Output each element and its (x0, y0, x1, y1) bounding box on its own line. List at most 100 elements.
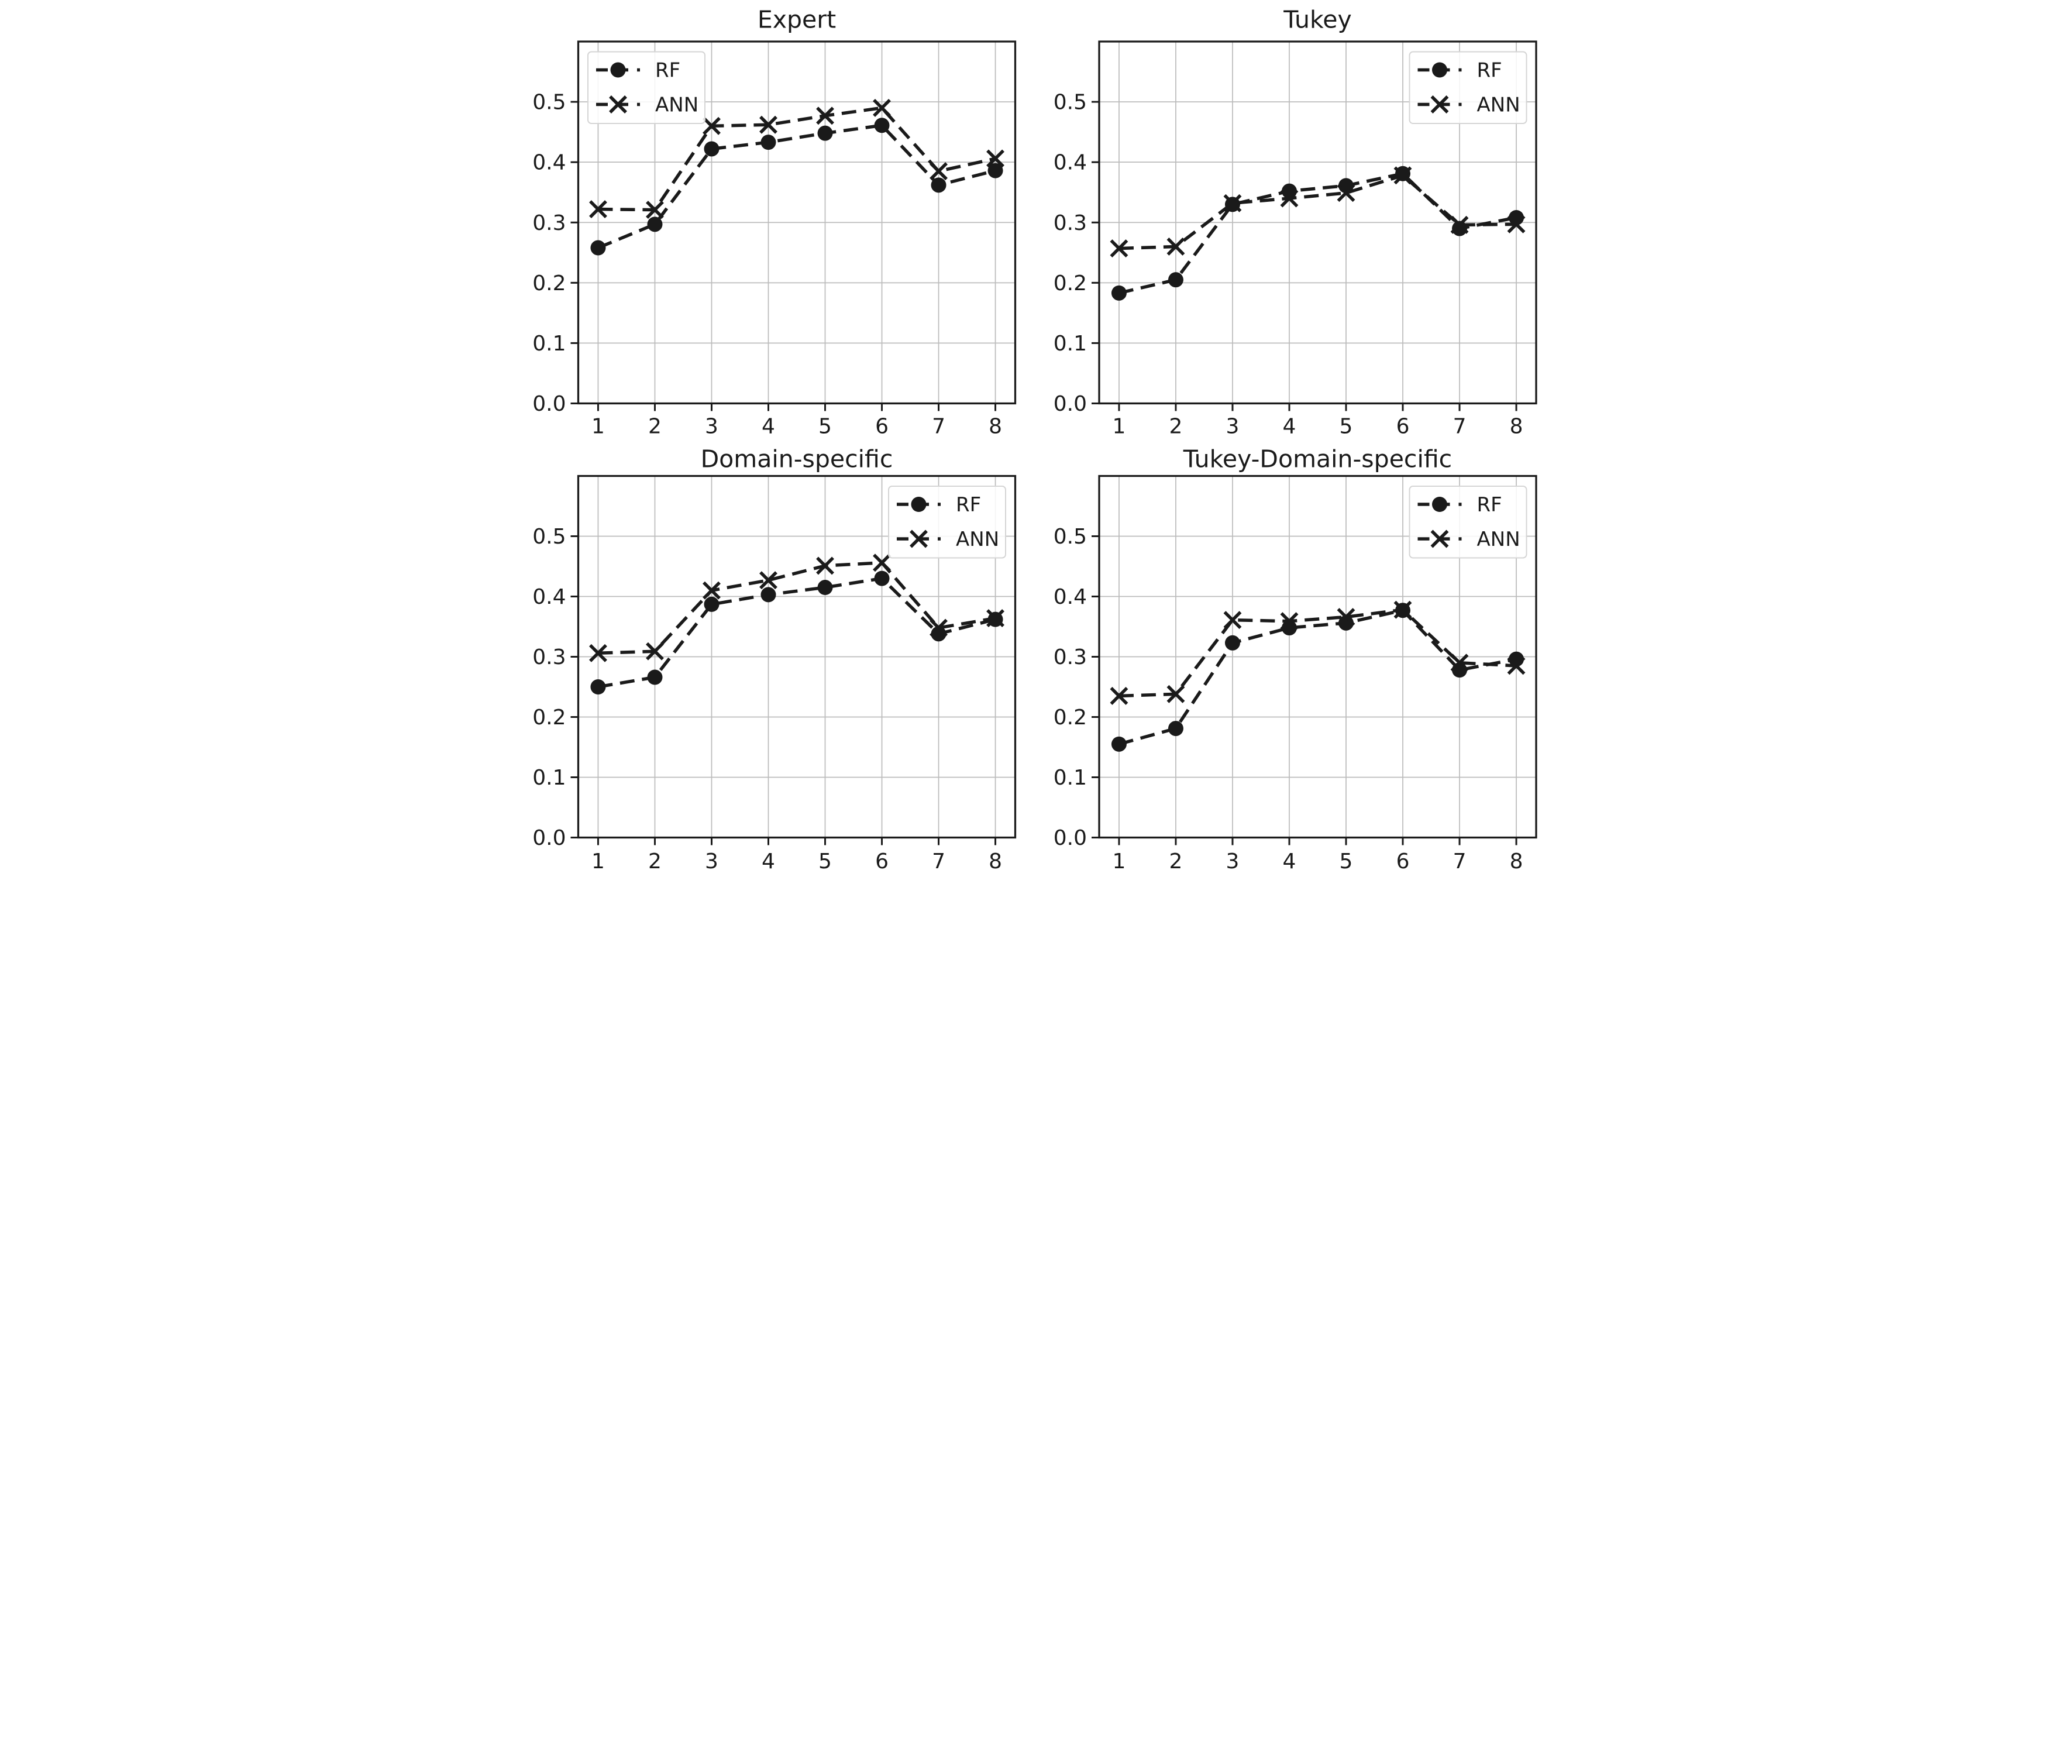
y-tick-label: 0.3 (532, 211, 566, 235)
x-tick-label: 8 (989, 850, 1002, 874)
x-tick-label: 5 (1339, 850, 1352, 874)
x-tick-label: 7 (932, 415, 945, 439)
legend-entry-rf: RF (1417, 493, 1502, 517)
y-tick-label: 0.5 (532, 91, 566, 115)
x-tick-label: 2 (1169, 415, 1182, 439)
marker-circle-icon (817, 580, 833, 596)
marker-circle-icon (610, 62, 625, 78)
marker-x-icon (1507, 215, 1525, 233)
marker-circle-icon (911, 497, 926, 512)
legend-label: RF (655, 59, 680, 82)
y-tick-label: 0.1 (1053, 332, 1086, 356)
legend-entry-ann: ANN (1417, 528, 1520, 551)
y-tick-label: 0.4 (1053, 151, 1086, 175)
x-tick-label: 3 (1226, 415, 1239, 439)
series-line-ann (597, 561, 996, 655)
x-tick-label: 5 (818, 415, 832, 439)
legend-label: RF (1476, 59, 1502, 82)
x-tick-label: 2 (1169, 850, 1182, 874)
series-line-rf (1118, 608, 1517, 746)
y-tick-label: 0.3 (1053, 211, 1086, 235)
y-tick-label: 0.2 (1053, 706, 1086, 730)
marker-circle-icon (646, 216, 662, 232)
marker-x-icon (909, 529, 928, 548)
legend-entry-rf: RF (896, 493, 981, 517)
y-tick-label: 0.1 (532, 766, 566, 790)
y-tick-label: 0.5 (532, 525, 566, 549)
marker-x-icon (588, 644, 607, 662)
marker-circle-icon (1168, 272, 1183, 288)
x-tick-label: 2 (648, 415, 662, 439)
y-tick-label: 0.4 (532, 151, 566, 175)
marker-x-icon (1337, 608, 1355, 626)
chart-title: Expert (757, 6, 835, 34)
marker-circle-icon (1168, 721, 1183, 737)
legend-label: ANN (655, 94, 698, 117)
marker-circle-icon (874, 118, 890, 133)
marker-circle-icon (931, 177, 946, 193)
figure-svg: 1 2 3 4 5 6 7 8 0.0 0.1 0.2 0.3 0.4 0.5 Expert RF ANN 1 2 3… (518, 0, 1554, 882)
y-tick-label: 0.2 (532, 706, 566, 730)
x-tick-label: 4 (762, 850, 775, 874)
marker-x-icon (1450, 215, 1468, 234)
y-tick-label: 0.0 (1053, 392, 1086, 416)
marker-x-icon (1450, 654, 1468, 672)
marker-x-icon (1110, 687, 1128, 705)
x-tick-label: 1 (1112, 415, 1126, 439)
x-tick-label: 7 (1453, 850, 1466, 874)
y-tick-label: 0.5 (1053, 91, 1086, 115)
y-tick-label: 0.0 (532, 392, 566, 416)
legend-label: ANN (1476, 94, 1520, 117)
x-tick-label: 6 (1396, 415, 1409, 439)
marker-circle-icon (590, 679, 605, 694)
marker-circle-icon (1431, 62, 1447, 78)
legend: RF ANN (1409, 486, 1527, 559)
marker-circle-icon (1431, 497, 1447, 512)
legend-label: ANN (1476, 528, 1520, 551)
marker-x-icon (1223, 611, 1241, 630)
series-line-rf (597, 576, 996, 689)
marker-circle-icon (817, 125, 833, 141)
marker-circle-icon (590, 240, 605, 256)
series-line-rf (1118, 171, 1517, 295)
x-tick-label: 3 (1226, 850, 1239, 874)
marker-x-icon (1223, 194, 1241, 212)
marker-x-icon (929, 162, 948, 181)
y-tick-label: 0.0 (532, 826, 566, 850)
marker-circle-icon (760, 587, 776, 603)
marker-x-icon (1507, 656, 1525, 675)
y-tick-label: 0.3 (1053, 645, 1086, 669)
y-tick-label: 0.1 (1053, 766, 1086, 790)
marker-circle-icon (646, 669, 662, 685)
legend-entry-ann: ANN (896, 528, 999, 551)
chart-tukey-domain-specific: 1 2 3 4 5 6 7 8 0.0 0.1 0.2 0.3 0.4 0.5 Tukey-Domain-s… (1053, 445, 1537, 874)
marker-x-icon (759, 115, 777, 134)
marker-x-icon (1430, 529, 1448, 548)
marker-x-icon (588, 200, 607, 219)
chart-title: Tukey (1283, 6, 1352, 34)
marker-x-icon (815, 106, 834, 125)
y-tick-label: 0.4 (532, 585, 566, 609)
x-tick-label: 3 (705, 850, 718, 874)
y-tick-label: 0.4 (1053, 585, 1086, 609)
marker-x-icon (1166, 238, 1185, 256)
series-line-ann (597, 106, 996, 212)
x-tick-label: 7 (932, 850, 945, 874)
x-tick-label: 6 (1396, 850, 1409, 874)
marker-x-icon (1430, 95, 1448, 114)
marker-x-icon (1393, 166, 1412, 185)
marker-x-icon (929, 618, 948, 637)
x-tick-label: 7 (1453, 415, 1466, 439)
chart-title: Tukey-Domain-specific (1182, 445, 1451, 473)
x-tick-label: 4 (1282, 850, 1296, 874)
series-line-ann (1118, 173, 1516, 250)
marker-x-icon (1337, 184, 1355, 202)
marker-circle-icon (703, 596, 719, 612)
legend-entry-rf: RF (1417, 59, 1502, 82)
legend-entry-ann: ANN (596, 94, 698, 117)
x-tick-label: 5 (818, 850, 832, 874)
x-tick-label: 2 (648, 850, 662, 874)
legend-entry-ann: ANN (1417, 94, 1520, 117)
marker-circle-icon (874, 570, 890, 586)
marker-x-icon (1280, 612, 1298, 631)
